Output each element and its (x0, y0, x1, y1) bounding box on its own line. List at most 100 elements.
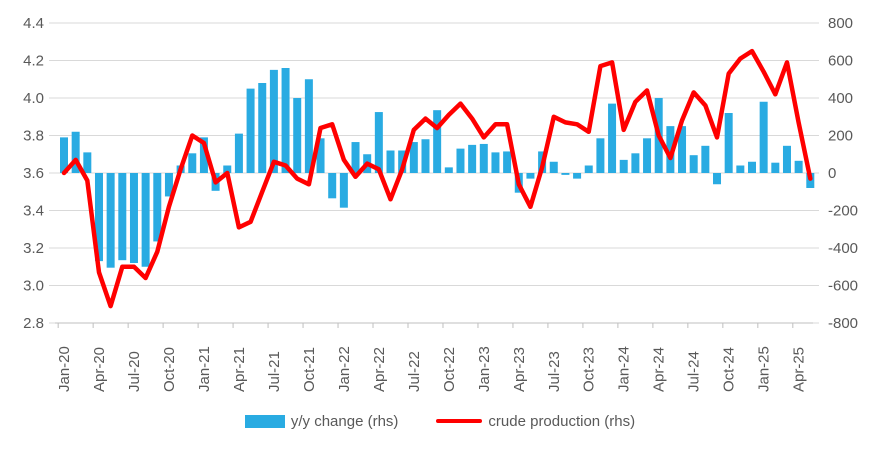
bar (561, 173, 570, 175)
right-axis-label: -800 (828, 315, 858, 332)
bar (281, 68, 290, 173)
left-axis-label: 2.8 (23, 315, 44, 332)
x-axis-label: Apr-21 (231, 347, 248, 392)
legend-label-yy-change: y/y change (rhs) (290, 412, 399, 430)
bar (736, 165, 745, 173)
x-axis-label: Oct-23 (581, 347, 598, 392)
x-axis-label: Jan-24 (616, 346, 633, 392)
crude-production-line (61, 48, 813, 309)
left-axis-label: 3.8 (23, 128, 44, 145)
right-axis-label: 200 (828, 128, 853, 145)
bar (199, 137, 208, 173)
right-axis-label: 400 (828, 90, 853, 107)
bar (83, 152, 92, 173)
bar (141, 173, 150, 267)
left-axis-label: 3.6 (23, 165, 44, 182)
bar (782, 145, 791, 173)
bar (94, 173, 103, 262)
bar (631, 153, 640, 173)
x-axis-label: Apr-23 (511, 347, 528, 392)
x-axis-label: Jul-20 (126, 351, 143, 392)
left-axis-label: 3.0 (23, 278, 44, 295)
bar (328, 173, 337, 199)
legend: y/y change (rhs) crude production (rhs) (0, 405, 880, 437)
bar (724, 113, 733, 173)
x-axis-label: Jan-21 (196, 346, 213, 392)
bar (747, 161, 756, 173)
right-axis-label: 0 (828, 165, 836, 182)
bar (468, 144, 477, 173)
legend-item-crude-production: crude production (rhs) (436, 413, 635, 430)
left-axis-label: 4.4 (23, 15, 44, 32)
x-axis-label: Apr-22 (371, 347, 388, 392)
bar (60, 137, 68, 173)
bar (491, 152, 500, 173)
x-axis-label: Jul-23 (546, 351, 563, 392)
bar (106, 173, 115, 268)
bar (573, 173, 582, 179)
legend-label-crude-production: crude production (rhs) (488, 412, 636, 430)
bar (246, 88, 255, 173)
bar (608, 103, 617, 173)
bar (794, 160, 803, 173)
bar (409, 142, 418, 173)
right-axis-label: -600 (828, 278, 858, 295)
bar (526, 173, 535, 179)
bar (188, 153, 197, 173)
x-axis-label: Oct-24 (721, 347, 738, 392)
x-axis-label: Jul-21 (266, 351, 283, 392)
bar (701, 145, 710, 173)
bar (713, 173, 722, 185)
x-axis-label: Jan-23 (476, 346, 493, 392)
bar (689, 155, 698, 173)
bar (316, 138, 325, 173)
left-axis-label: 3.4 (23, 203, 44, 220)
right-axis-label: -200 (828, 203, 858, 220)
bar (549, 161, 558, 173)
bar (304, 79, 313, 173)
bar (666, 126, 675, 173)
bar (164, 173, 173, 197)
right-axis-label: 600 (828, 53, 853, 70)
bar-series-swatch (244, 414, 285, 428)
x-axis-label: Jan-22 (336, 346, 353, 392)
x-axis-label: Jul-22 (406, 351, 423, 392)
x-axis-label: Apr-25 (791, 347, 808, 392)
x-axis-label: Oct-22 (441, 347, 458, 392)
bar (223, 165, 232, 173)
x-axis-label: Jan-20 (56, 346, 73, 392)
left-axis-label: 4.0 (23, 90, 44, 107)
bar (293, 98, 302, 173)
bar (596, 138, 605, 173)
bar (269, 69, 278, 173)
bar (456, 148, 465, 173)
bar (421, 139, 430, 173)
bar (351, 142, 360, 173)
x-axis-label: Apr-24 (651, 347, 668, 392)
right-axis-label: -400 (828, 240, 858, 257)
left-axis-label: 4.2 (23, 53, 44, 70)
bar (129, 173, 138, 263)
bar (444, 167, 453, 173)
bar (153, 173, 162, 242)
bar (619, 159, 628, 173)
bar (678, 126, 687, 173)
bar (759, 101, 768, 173)
right-axis-label: 800 (828, 15, 853, 32)
line-series-swatch (436, 418, 483, 424)
bar (258, 83, 267, 173)
bar (71, 131, 80, 173)
left-axis-label: 3.2 (23, 240, 44, 257)
bar (584, 165, 593, 173)
bar (643, 138, 652, 173)
legend-item-yy-change: y/y change (rhs) (244, 412, 399, 430)
x-axis-label: Apr-20 (91, 347, 108, 392)
x-axis-label: Oct-20 (161, 347, 178, 392)
x-axis-label: Oct-21 (301, 347, 318, 392)
bar (339, 173, 348, 208)
bar (118, 173, 127, 261)
bar (771, 162, 780, 173)
bar (386, 150, 395, 173)
bar (479, 143, 488, 173)
